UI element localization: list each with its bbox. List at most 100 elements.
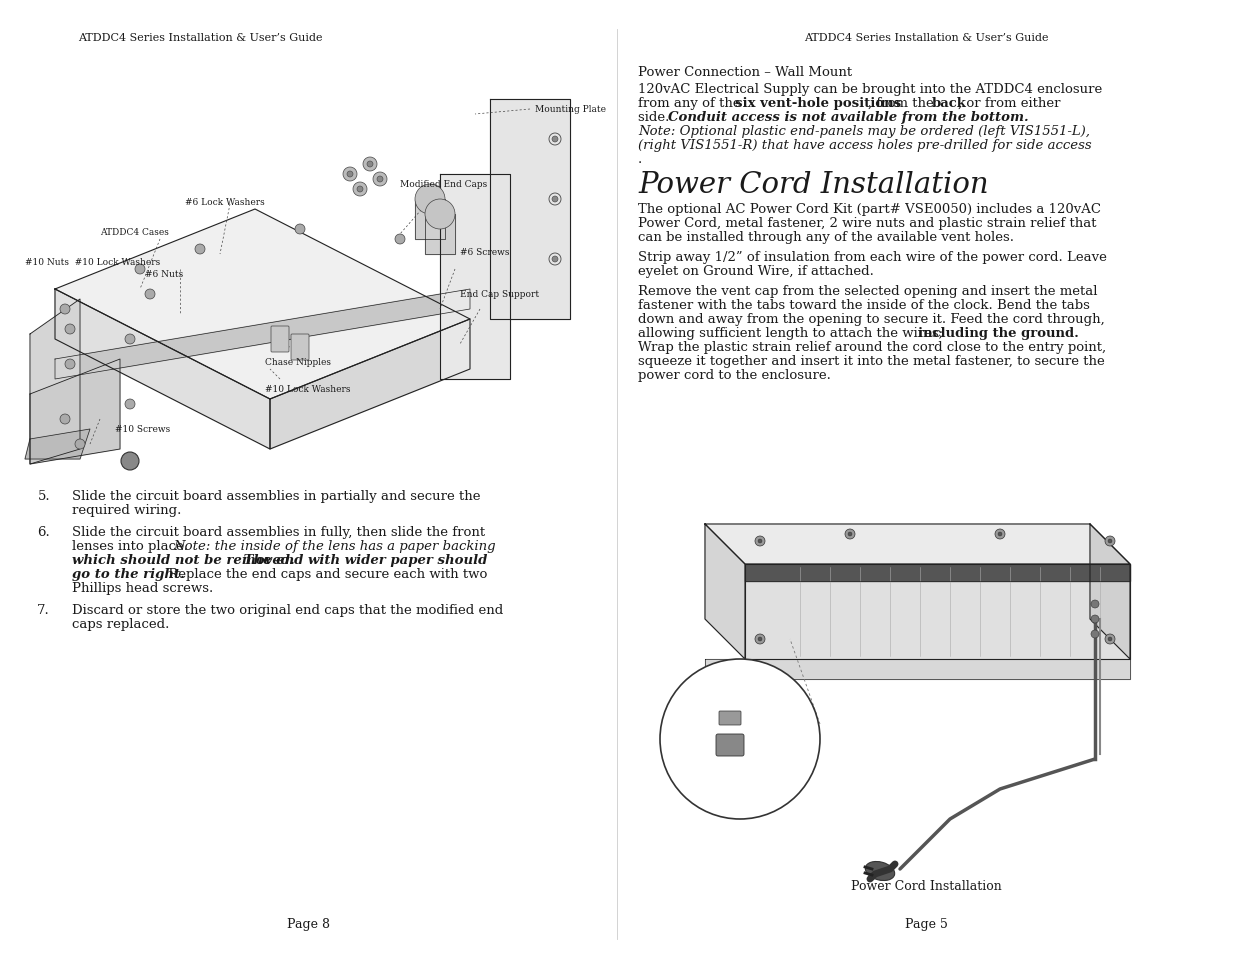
Text: Power Connection – Wall Mount: Power Connection – Wall Mount [638,66,852,79]
Text: .: . [638,152,642,166]
FancyBboxPatch shape [270,327,289,353]
Text: Phillips head screws.: Phillips head screws. [72,581,214,595]
Text: can be installed through any of the available vent holes.: can be installed through any of the avai… [638,231,1014,244]
Circle shape [195,245,205,254]
Text: #6 Lock Washers: #6 Lock Washers [185,198,264,207]
Circle shape [758,638,762,641]
Circle shape [343,168,357,182]
Text: Chase Nipples: Chase Nipples [266,357,331,367]
Text: back: back [932,97,967,110]
Circle shape [61,415,70,424]
Circle shape [1105,635,1115,644]
Circle shape [552,137,558,143]
Circle shape [1108,539,1112,543]
Text: down and away from the opening to secure it. Feed the cord through,: down and away from the opening to secure… [638,313,1105,326]
Circle shape [425,200,454,230]
FancyBboxPatch shape [719,711,741,725]
Circle shape [755,635,764,644]
Text: Power Cord Installation: Power Cord Installation [638,171,989,199]
Text: 120vAC Electrical Supply can be brought into the ATDDC4 enclosure: 120vAC Electrical Supply can be brought … [638,83,1103,96]
Circle shape [1108,638,1112,641]
Text: Note: the inside of the lens has a paper backing: Note: the inside of the lens has a paper… [173,539,495,553]
Text: 7.: 7. [37,603,49,617]
Text: Power Cord, metal fastener, 2 wire nuts and plastic strain relief that: Power Cord, metal fastener, 2 wire nuts … [638,216,1097,230]
Circle shape [353,183,367,196]
Circle shape [75,439,85,450]
Circle shape [347,172,353,178]
Circle shape [135,265,144,274]
Text: side.: side. [638,111,673,124]
Text: six vent-hole positions: six vent-hole positions [735,97,902,110]
Circle shape [363,158,377,172]
Circle shape [845,530,855,539]
Text: power cord to the enclosure.: power cord to the enclosure. [638,369,831,381]
Text: eyelet on Ground Wire, if attached.: eyelet on Ground Wire, if attached. [638,265,874,277]
Text: ATDDC4 Series Installation & User’s Guide: ATDDC4 Series Installation & User’s Guid… [78,33,322,43]
Circle shape [65,325,75,335]
Polygon shape [56,290,270,450]
Polygon shape [745,564,1130,659]
Polygon shape [56,290,471,379]
Text: ATDDC4 Series Installation & User’s Guide: ATDDC4 Series Installation & User’s Guid… [804,33,1049,43]
Text: Modified End Caps: Modified End Caps [400,180,488,189]
Polygon shape [415,200,445,240]
Text: fastener with the tabs toward the inside of the clock. Bend the tabs: fastener with the tabs toward the inside… [638,298,1089,312]
Text: required wiring.: required wiring. [72,503,182,517]
Text: 5.: 5. [37,490,49,502]
Polygon shape [30,359,120,464]
Text: The end with wider paper should: The end with wider paper should [240,554,488,566]
Text: (right VIS1551-R) that have access holes pre-drilled for side access: (right VIS1551-R) that have access holes… [638,139,1092,152]
Polygon shape [1091,524,1130,659]
Text: 6.: 6. [37,525,49,538]
Polygon shape [705,524,745,659]
Polygon shape [30,299,80,464]
Polygon shape [56,210,471,399]
Polygon shape [440,174,510,379]
Circle shape [1091,616,1099,623]
Circle shape [61,305,70,314]
Text: Slide the circuit board assemblies in partially and secure the: Slide the circuit board assemblies in pa… [72,490,480,502]
Text: Wrap the plastic strain relief around the cord close to the entry point,: Wrap the plastic strain relief around th… [638,340,1107,354]
Text: go to the right.: go to the right. [72,567,185,580]
Polygon shape [25,430,90,459]
Circle shape [1091,600,1099,608]
FancyBboxPatch shape [716,734,743,757]
FancyBboxPatch shape [291,335,309,360]
Text: Discard or store the two original end caps that the modified end: Discard or store the two original end ca… [72,603,503,617]
Circle shape [395,234,405,245]
Circle shape [295,225,305,234]
Text: caps replaced.: caps replaced. [72,618,169,630]
Circle shape [758,539,762,543]
Text: Note: Optional plastic end-panels may be ordered (left VIS1551-L),: Note: Optional plastic end-panels may be… [638,125,1091,138]
Text: Mounting Plate: Mounting Plate [535,105,606,113]
Circle shape [848,533,852,537]
Text: allowing sufficient length to attach the wires;: allowing sufficient length to attach the… [638,327,947,339]
Polygon shape [705,659,1130,679]
Text: Strip away 1/2” of insulation from each wire of the power cord. Leave: Strip away 1/2” of insulation from each … [638,251,1107,264]
Circle shape [755,537,764,546]
Circle shape [1091,630,1099,639]
Polygon shape [425,214,454,254]
Text: Replace the end caps and secure each with two: Replace the end caps and secure each wit… [164,567,488,580]
Text: Page 5: Page 5 [904,918,947,930]
Text: Remove the vent cap from the selected opening and insert the metal: Remove the vent cap from the selected op… [638,285,1098,297]
Circle shape [377,177,383,183]
Text: Slide the circuit board assemblies in fully, then slide the front: Slide the circuit board assemblies in fu… [72,525,485,538]
Polygon shape [705,524,1130,564]
Circle shape [998,533,1002,537]
Circle shape [1105,537,1115,546]
Text: , from the: , from the [868,97,939,110]
Circle shape [125,399,135,410]
Circle shape [552,196,558,203]
Circle shape [415,185,445,214]
Circle shape [121,453,140,471]
Text: including the ground.: including the ground. [918,327,1079,339]
Circle shape [367,162,373,168]
Text: End Cap Support: End Cap Support [459,290,540,298]
Text: #10 Lock Washers: #10 Lock Washers [266,385,351,394]
Circle shape [373,172,387,187]
Text: The optional AC Power Cord Kit (part# VSE0050) includes a 120vAC: The optional AC Power Cord Kit (part# VS… [638,203,1100,215]
Polygon shape [270,319,471,450]
Circle shape [552,256,558,263]
Text: Page 8: Page 8 [287,918,330,930]
